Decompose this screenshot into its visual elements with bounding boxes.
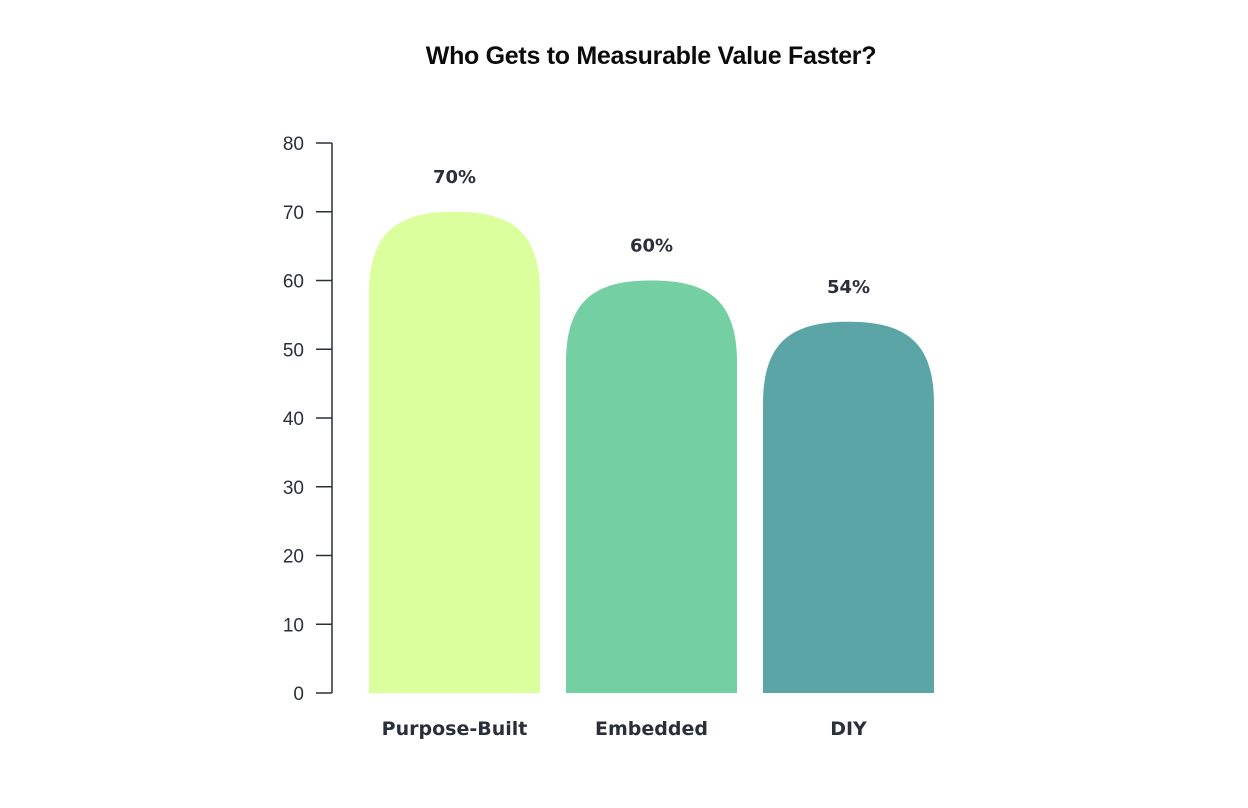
x-category-label: DIY — [830, 718, 867, 740]
bar-diy — [763, 321, 934, 693]
y-tick-label: 0 — [293, 684, 304, 705]
y-tick-label: 60 — [283, 272, 304, 293]
y-tick-label: 40 — [283, 409, 304, 430]
x-category-label: Embedded — [595, 718, 708, 740]
bar-value-label: 54% — [827, 277, 870, 298]
bar-embedded — [566, 280, 737, 693]
chart-title: Who Gets to Measurable Value Faster? — [425, 42, 877, 70]
y-tick-label: 50 — [283, 340, 304, 361]
x-category-label: Purpose-Built — [382, 718, 528, 740]
bar-value-label: 70% — [433, 167, 476, 188]
labels: 70% Purpose-Built 60% Embedded 54% DIY — [382, 167, 870, 740]
y-axis: 0 10 20 30 40 50 60 70 80 — [283, 134, 333, 705]
y-tick-label: 30 — [283, 478, 304, 499]
y-tick-label: 70 — [283, 203, 304, 224]
y-tick-label: 80 — [283, 134, 304, 155]
y-tick-label: 20 — [283, 547, 304, 568]
bar-purpose-built — [369, 211, 540, 693]
y-tick-label: 10 — [283, 615, 304, 636]
bars — [369, 211, 934, 693]
bar-value-label: 60% — [630, 236, 673, 257]
